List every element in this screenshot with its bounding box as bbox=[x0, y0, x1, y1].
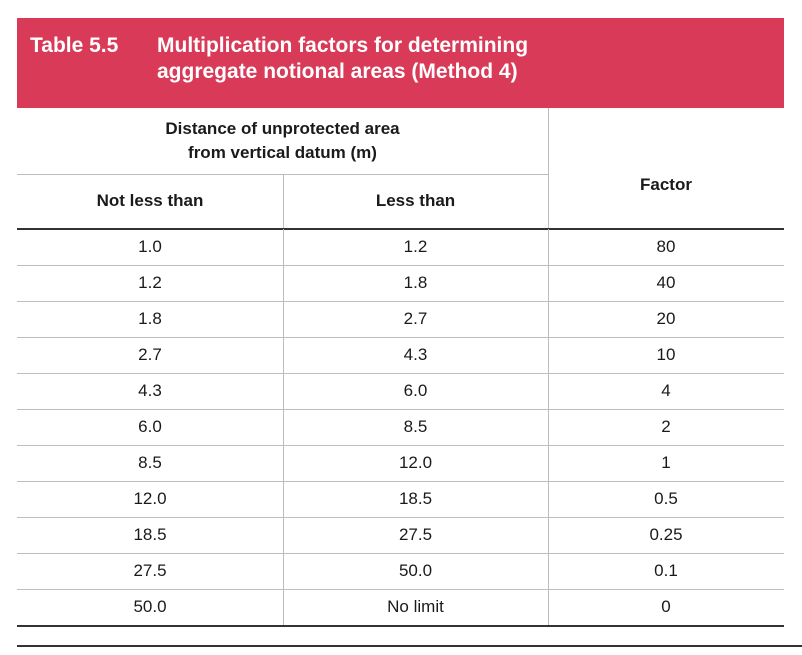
document-page: Table 5.5 Multiplication factors for det… bbox=[17, 0, 802, 655]
row-column-divider-1 bbox=[283, 373, 284, 409]
cell-less-than: 2.7 bbox=[403, 309, 428, 328]
row-column-divider-2 bbox=[548, 517, 549, 553]
row-column-divider-2 bbox=[548, 229, 549, 265]
cell-not-less-than: 6.0 bbox=[138, 417, 162, 436]
row-column-divider-1 bbox=[283, 301, 284, 337]
header-column-divider-1 bbox=[283, 174, 284, 228]
row-column-divider-1 bbox=[283, 445, 284, 481]
cell-factor: 10 bbox=[656, 345, 676, 364]
cell-less-than: 27.5 bbox=[398, 525, 433, 544]
row-column-divider-1 bbox=[283, 409, 284, 445]
row-divider bbox=[17, 625, 784, 627]
row-divider bbox=[17, 337, 784, 338]
table-caption: Multiplication factors for determining a… bbox=[157, 33, 528, 85]
cell-factor: 0.1 bbox=[654, 561, 678, 580]
cell-factor: 20 bbox=[656, 309, 676, 328]
header-bottom-rule bbox=[17, 228, 784, 230]
cell-less-than: 1.2 bbox=[403, 237, 428, 256]
cell-factor: 80 bbox=[656, 237, 676, 256]
header-divider bbox=[17, 174, 548, 175]
row-divider bbox=[17, 445, 784, 446]
row-divider bbox=[17, 301, 784, 302]
cell-less-than: 12.0 bbox=[398, 453, 433, 472]
row-column-divider-1 bbox=[283, 481, 284, 517]
row-divider bbox=[17, 481, 784, 482]
cell-factor: 2 bbox=[661, 417, 671, 436]
page-bottom-rule bbox=[17, 645, 802, 647]
header-less-than: Less than bbox=[375, 191, 456, 210]
header-not-less-than: Not less than bbox=[96, 191, 204, 210]
row-divider bbox=[17, 517, 784, 518]
row-divider bbox=[17, 409, 784, 410]
cell-factor: 40 bbox=[656, 273, 676, 292]
row-column-divider-1 bbox=[283, 337, 284, 373]
row-column-divider-2 bbox=[548, 589, 549, 625]
row-column-divider-1 bbox=[283, 265, 284, 301]
row-column-divider-2 bbox=[548, 445, 549, 481]
row-column-divider-2 bbox=[548, 301, 549, 337]
cell-factor: 0.25 bbox=[649, 525, 683, 544]
table-title-bar: Table 5.5 Multiplication factors for det… bbox=[17, 18, 784, 108]
header-factor-label: Factor bbox=[640, 175, 692, 194]
cell-not-less-than: 12.0 bbox=[133, 489, 167, 508]
row-column-divider-1 bbox=[283, 517, 284, 553]
table-caption-line-2: aggregate notional areas (Method 4) bbox=[157, 60, 518, 83]
row-column-divider-1 bbox=[283, 229, 284, 265]
row-column-divider-2 bbox=[548, 373, 549, 409]
cell-less-than: 4.3 bbox=[403, 345, 428, 364]
row-divider bbox=[17, 373, 784, 374]
header-factor: Factor bbox=[548, 108, 784, 262]
row-column-divider-2 bbox=[548, 409, 549, 445]
row-column-divider-2 bbox=[548, 337, 549, 373]
cell-less-than: 18.5 bbox=[398, 489, 433, 508]
cell-factor: 4 bbox=[661, 381, 671, 400]
header-distance-line-1: Distance of unprotected area bbox=[165, 119, 400, 138]
cell-less-than: 1.8 bbox=[403, 273, 428, 292]
cell-not-less-than: 1.8 bbox=[138, 309, 162, 328]
header-column-divider-2 bbox=[548, 108, 549, 228]
cell-not-less-than: 1.2 bbox=[138, 273, 162, 292]
cell-less-than: No limit bbox=[387, 597, 444, 616]
row-divider bbox=[17, 553, 784, 554]
cell-factor: 1 bbox=[661, 453, 671, 472]
row-column-divider-1 bbox=[283, 589, 284, 625]
cell-not-less-than: 18.5 bbox=[133, 525, 167, 544]
cell-factor: 0.5 bbox=[654, 489, 678, 508]
cell-less-than: 50.0 bbox=[398, 561, 433, 580]
cell-less-than: 8.5 bbox=[403, 417, 428, 436]
cell-not-less-than: 1.0 bbox=[138, 237, 162, 256]
cell-not-less-than: 4.3 bbox=[138, 381, 162, 400]
table-caption-line-1: Multiplication factors for determining bbox=[157, 34, 529, 57]
cell-not-less-than: 8.5 bbox=[138, 453, 162, 472]
row-column-divider-2 bbox=[548, 481, 549, 517]
row-column-divider-2 bbox=[548, 553, 549, 589]
cell-factor: 0 bbox=[661, 597, 671, 616]
row-divider bbox=[17, 265, 784, 266]
cell-not-less-than: 2.7 bbox=[138, 345, 162, 364]
table-number: Table 5.5 bbox=[30, 34, 119, 57]
cell-not-less-than: 27.5 bbox=[133, 561, 167, 580]
header-distance-group: Distance of unprotected area from vertic… bbox=[17, 108, 548, 174]
row-column-divider-1 bbox=[283, 553, 284, 589]
cell-not-less-than: 50.0 bbox=[133, 597, 167, 616]
cell-less-than: 6.0 bbox=[403, 381, 428, 400]
row-divider bbox=[17, 589, 784, 590]
header-distance-line-2: from vertical datum (m) bbox=[188, 143, 377, 162]
row-column-divider-2 bbox=[548, 265, 549, 301]
